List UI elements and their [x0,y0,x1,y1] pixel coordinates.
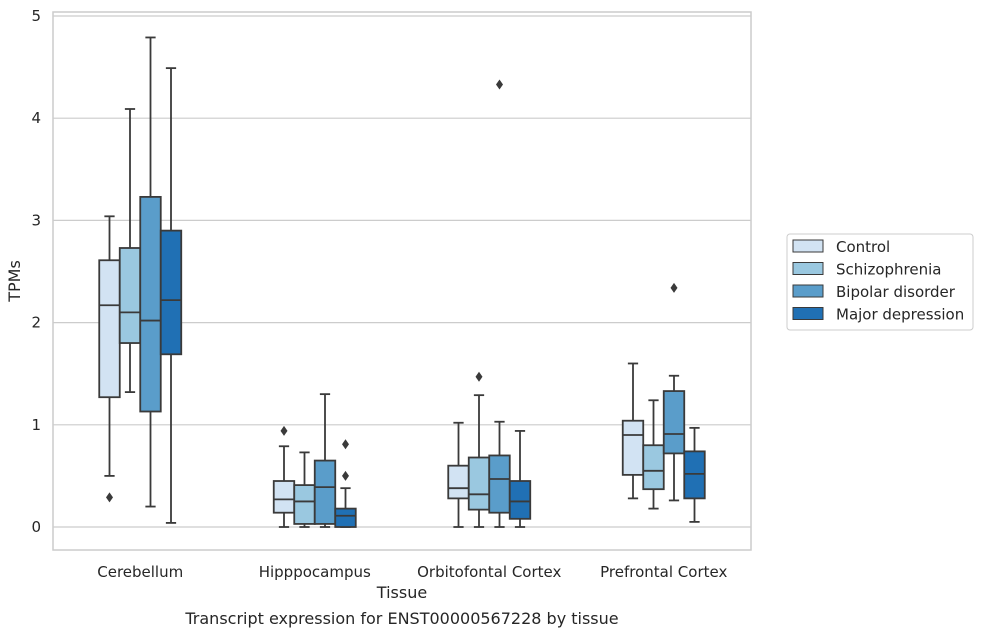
x-tick-label-3: Prefrontal Cortex [600,563,727,581]
legend-swatch-1 [792,262,824,275]
box-3-3 [683,426,706,523]
legend-label-3: Major depression [836,306,964,324]
x-axis-tick-labels: Cerebellum Hipppocampus Orbitofontal Corte… [97,563,727,581]
box-1-1 [293,451,316,528]
box-2-3 [662,282,686,502]
outlier-marker-0 [106,492,113,503]
x-tick-label-0: Cerebellum [97,563,183,581]
legend-frame [786,233,974,331]
x-tick-label-2: Orbitofontal Cortex [417,563,561,581]
y-axis-label: TPMs [5,260,24,303]
y-tick-label-0: 0 [31,518,41,536]
outlier-marker-0 [475,371,483,382]
box-body [642,444,665,491]
plot-area-frame [52,11,752,551]
box-3-0 [159,67,183,524]
outlier-marker-0 [496,79,503,90]
box-body [334,507,357,528]
outlier-marker-1 [342,439,349,450]
x-axis-label: Tissue [376,583,427,602]
box-0-0 [98,215,121,503]
outlier-marker-0 [670,282,678,293]
box-body [488,454,511,514]
box-body [118,247,142,344]
box-body [621,419,645,476]
box-1-0 [118,108,142,393]
y-tick-label-3: 3 [31,211,41,229]
box-2-2 [488,79,511,528]
outlier-marker-0 [342,470,349,481]
series-2 [139,36,686,528]
box-0-3 [621,362,645,500]
outlier-marker-0 [280,425,288,436]
series-3 [159,67,706,528]
box-0-1 [272,425,296,528]
box-body [272,480,296,514]
box-body [467,456,491,511]
box-body [447,464,470,500]
box-2-0 [139,36,162,508]
legend: Control Schizophrenia Bipolar disorder Majo… [786,233,974,331]
y-tick-label-5: 5 [31,7,41,25]
y-tick-label-1: 1 [31,416,41,434]
legend-label-1: Schizophrenia [836,261,941,279]
box-body [313,459,337,525]
box-1-2 [467,371,491,528]
series-1 [118,108,665,528]
box-body [98,259,121,399]
chart-caption: Transcript expression for ENST0000056722… [184,609,618,628]
legend-swatch-3 [792,307,824,320]
box-body [683,450,706,500]
legend-label-2: Bipolar disorder [836,283,956,301]
box-body [139,195,162,413]
box-body [159,229,183,356]
box-body [662,390,686,455]
box-0-2 [447,421,470,528]
legend-swatch-2 [792,284,824,298]
x-tick-label-1: Hipppocampus [259,563,371,581]
box-body [293,484,316,525]
y-axis-tick-labels: 0 1 2 3 4 5 [31,7,41,536]
legend-swatch-0 [792,239,824,253]
legend-label-0: Control [836,238,890,256]
y-tick-label-4: 4 [31,109,41,127]
y-tick-label-2: 2 [31,314,41,332]
box-body [508,480,532,520]
box-2-1 [313,393,337,528]
box-series [98,36,706,528]
box-3-1 [334,439,357,528]
box-1-3 [642,399,665,510]
box-3-2 [508,430,532,528]
